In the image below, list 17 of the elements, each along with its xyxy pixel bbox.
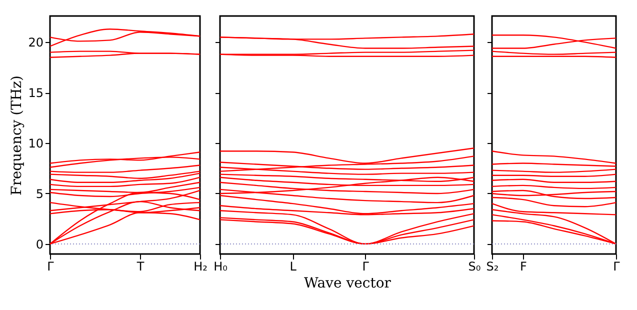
y-axis-title: Frequency (THz) <box>9 75 26 196</box>
y-tick-label: 10 <box>28 136 44 151</box>
x-tick-label: H₂ <box>194 260 208 274</box>
y-tick-label: 5 <box>36 186 44 201</box>
x-tick-label: S₂ <box>486 260 499 274</box>
x-tick-label: Γ <box>613 260 620 274</box>
y-tick-label: 15 <box>28 86 44 100</box>
x-tick-label: H₀ <box>214 260 228 274</box>
x-axis-title: Wave vector <box>304 276 392 292</box>
x-tick-label: T <box>136 260 145 274</box>
y-tick-label: 20 <box>28 36 44 50</box>
x-tick-label: Γ <box>47 260 54 274</box>
x-tick-label: L <box>290 260 297 274</box>
x-tick-label: F <box>520 260 528 274</box>
x-tick-label: S₀ <box>468 260 481 274</box>
y-tick-label: 0 <box>36 237 44 252</box>
x-tick-label: Γ <box>362 260 370 274</box>
